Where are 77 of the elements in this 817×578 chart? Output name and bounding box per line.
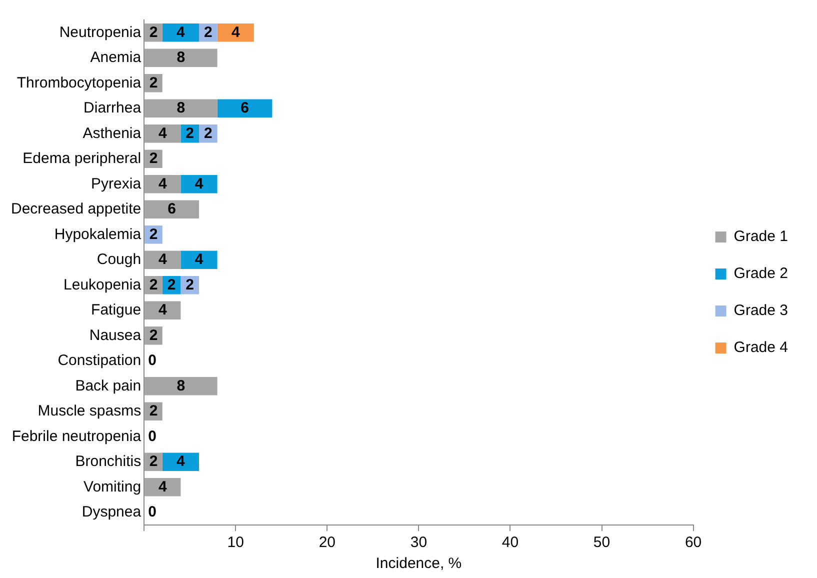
y-tick-label: Cough	[96, 251, 142, 268]
data-label: 4	[158, 251, 168, 268]
data-label: 8	[176, 49, 186, 66]
data-label: 2	[167, 276, 176, 294]
data-label: 0	[148, 504, 156, 521]
legend-label: Grade 1	[734, 228, 788, 246]
data-label: 2	[149, 226, 158, 243]
y-tick-label: Thrombocytopenia	[16, 74, 142, 92]
y-tick-label: Pyrexia	[91, 175, 142, 192]
bar	[144, 175, 181, 194]
bar	[217, 99, 272, 118]
data-label: 2	[149, 150, 158, 168]
data-label: 4	[158, 175, 168, 192]
y-tick-label: Vomiting	[84, 478, 142, 496]
bar	[144, 124, 181, 143]
data-label: 0	[148, 352, 156, 370]
data-label: 2	[186, 124, 194, 142]
bar	[162, 24, 200, 42]
data-label: 2	[149, 453, 158, 470]
data-label: 4	[158, 302, 168, 319]
data-label: 6	[240, 100, 249, 117]
bar	[144, 478, 181, 496]
y-tick-label: Fatigue	[91, 302, 142, 319]
bar	[180, 250, 218, 269]
y-tick-label: Hypokalemia	[54, 226, 142, 243]
data-label: 2	[149, 24, 158, 41]
legend-label: Grade 3	[734, 302, 788, 320]
bar	[144, 377, 218, 396]
x-tick-label: 10	[227, 534, 244, 552]
data-label: 4	[158, 478, 168, 496]
data-label: 2	[186, 276, 194, 294]
bar	[144, 99, 218, 118]
data-label: 4	[176, 24, 186, 41]
data-label: 2	[204, 24, 212, 41]
y-tick-label: Decreased appetite	[10, 200, 142, 218]
y-tick-label: Edema peripheral	[22, 150, 142, 168]
y-tick-label: Back pain	[75, 377, 142, 394]
y-tick-label: Dyspnea	[82, 504, 142, 521]
y-tick-label: Asthenia	[82, 124, 142, 142]
x-tick-label: 40	[502, 534, 519, 552]
x-tick-label: 30	[410, 534, 428, 552]
y-tick-label: Leukopenia	[64, 276, 142, 294]
y-tick-label: Muscle spasms	[38, 402, 142, 420]
bar	[144, 301, 181, 320]
legend-label: Grade 4	[734, 339, 788, 356]
data-label: 2	[204, 124, 212, 142]
bar	[144, 250, 181, 269]
data-label: 2	[149, 276, 158, 294]
data-label: 2	[149, 74, 158, 92]
bar	[144, 200, 200, 218]
data-label: 2	[149, 326, 158, 344]
data-label: 4	[194, 175, 204, 192]
data-label: 4	[231, 24, 240, 41]
bar	[144, 48, 218, 67]
bar	[217, 24, 254, 42]
y-tick-label: Neutropenia	[59, 24, 142, 41]
x-tick-label: 20	[318, 534, 336, 552]
y-tick-label: Bronchitis	[75, 453, 142, 470]
x-tick-label: 50	[593, 534, 610, 552]
y-tick-label: Anemia	[90, 49, 142, 66]
data-label: 8	[176, 377, 186, 394]
bar	[180, 175, 218, 194]
y-tick-label: Diarrhea	[84, 100, 142, 117]
data-label: 2	[149, 402, 158, 420]
y-tick-label: Febrile neutropenia	[12, 428, 142, 445]
data-label: 4	[158, 124, 168, 142]
y-tick-label: Constipation	[58, 352, 142, 370]
x-axis-title: Incidence, %	[376, 555, 462, 572]
data-label: 8	[176, 100, 186, 117]
legend-label: Grade 2	[734, 265, 788, 282]
data-label: 4	[194, 251, 204, 268]
bar	[162, 452, 200, 471]
data-label: 4	[176, 453, 186, 470]
data-label: 0	[148, 428, 156, 445]
x-tick-label: 60	[684, 534, 702, 552]
data-label: 6	[168, 200, 176, 218]
y-tick-label: Nausea	[89, 326, 142, 344]
